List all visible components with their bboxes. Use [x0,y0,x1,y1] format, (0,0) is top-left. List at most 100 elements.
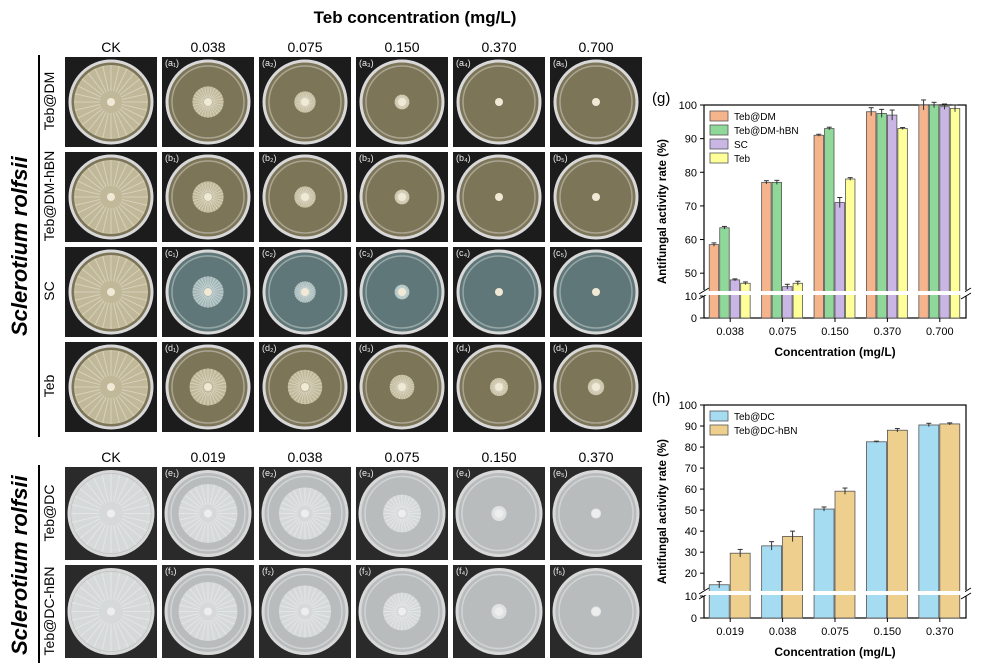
chart-h: 0 10 20 30 40 50 60 70 80 90 100 0.019 0.038 0.075 0.1… [652,390,972,659]
dish-tag: (f₄) [456,566,469,576]
petri-dish-image: (e₃) [356,467,448,560]
petri-dish-image: (b₂) [259,152,351,242]
row-label: Teb@DM-hBN [41,150,57,242]
column-label: 0.150 [481,449,517,465]
y-tick-label: 30 [685,547,697,559]
bar [813,134,824,319]
y-tick-label: 10 [685,291,697,303]
y-tick-label: 50 [685,268,697,280]
x-axis-title: Concentration (mg/L) [774,645,895,659]
x-tick-label: 0.370 [926,626,954,638]
legend-label: Teb [734,154,751,165]
petri-dish-image: (c₄) [453,247,545,337]
dish-tag: (c₂) [262,248,276,258]
petri-dish-image: (a₄) [453,57,545,147]
y-tick-label: 90 [685,134,697,146]
petri-dish-image: (d₃) [356,342,448,432]
x-tick-label: 0.075 [821,626,849,638]
y-tick-label: 60 [685,235,697,247]
bar [886,114,898,319]
top-rows-bracket [38,55,40,437]
petri-dish-image: (e₄) [453,467,545,560]
petri-dish-image: (d₂) [259,342,351,432]
petri-dish-image: (f₄) [453,565,545,658]
petri-dish-image: (c₂) [259,247,351,337]
petri-dish-image: (c₅) [550,247,642,337]
petri-dish-image: (f₃) [356,565,448,658]
dish-tag: (d₂) [262,343,277,353]
bar [771,181,783,319]
y-tick-label: 80 [685,167,697,179]
dish-tag: (e₃) [359,468,374,478]
y-tick-label: 70 [685,463,697,475]
dish-tag: (c₃) [359,248,374,258]
bar [761,545,782,619]
column-label: 0.019 [190,449,226,465]
y-axis-title: Antifungal activity rate (%) [657,439,669,584]
petri-dish-image: (c₃) [356,247,448,337]
legend-label: Teb@DM [734,112,776,123]
legend-swatch [709,124,729,136]
bar [813,508,835,619]
legend-swatch [709,138,729,150]
column-label: 0.075 [287,39,323,55]
x-tick-label: 0.150 [821,326,849,338]
species-label-bottom: Sclerotium rolfsii [7,475,32,655]
petri-dish-image: (e₁) [162,467,254,560]
column-label: CK [101,39,121,55]
petri-dish-image: (a₂) [259,57,351,147]
column-label: 0.150 [384,39,420,55]
bar [949,107,961,319]
axis-break-mark [960,292,972,300]
dish-tag: (d₄) [456,343,471,353]
species-label-top: Sclerotium rolfsii [7,156,32,336]
dish-tag: (f₅) [553,566,566,576]
column-label: CK [101,449,121,465]
dish-tag: (a₄) [456,58,471,68]
y-tick-label: 10 [685,591,697,603]
x-tick-label: 0.038 [769,626,797,638]
y-tick-label: 20 [685,568,697,580]
bar [834,202,845,319]
dish-tag: (c₁) [165,248,179,258]
column-label: 0.075 [384,449,420,465]
dish-tag: (c₅) [553,248,568,258]
bar [918,424,940,619]
dish-tag: (e₁) [165,468,180,478]
petri-dish-image: (f₂) [259,565,351,658]
chart-g: 0 10 50 60 70 80 90 100 0.038 0.075 0.150 0.370 0.70… [652,90,972,359]
legend-label: Teb@DC-hBN [734,426,798,437]
dish-tag: (c₄) [456,248,471,258]
dish-tag: (e₅) [553,468,568,478]
y-tick-label: 100 [679,100,697,112]
petri-dish-image: (f₅) [550,565,642,658]
dish-tag: (e₄) [456,468,471,478]
y-tick-label: 70 [685,201,697,213]
axis-break-mark [698,287,710,295]
dish-tag: (b₅) [553,153,568,163]
bar [928,104,940,319]
bar [939,106,950,319]
bar [708,584,730,619]
legend-label: SC [734,140,748,151]
petri-dish-image: (d₁) [162,342,254,432]
y-tick-label: 90 [685,421,697,433]
legend-label: Teb@DM-hBN [734,126,799,137]
bar [719,227,730,319]
dish-tag: (a₁) [165,58,180,68]
y-tick-label: 100 [679,400,697,412]
bar [729,279,741,319]
x-tick-label: 0.019 [716,626,744,638]
y-tick-label: 0 [691,613,697,625]
bar [729,552,751,619]
bar [897,128,908,319]
petri-dish-image: (c₁) [162,247,254,337]
bar [876,113,887,319]
axis-break-band [705,291,965,295]
bar [939,423,961,619]
column-label: 0.038 [287,449,323,465]
petri-dish-image: (a₁) [162,57,254,147]
column-label: 0.370 [481,39,517,55]
dish-tag: (b₃) [359,153,374,163]
x-axis-title: Concentration (mg/L) [774,345,895,359]
